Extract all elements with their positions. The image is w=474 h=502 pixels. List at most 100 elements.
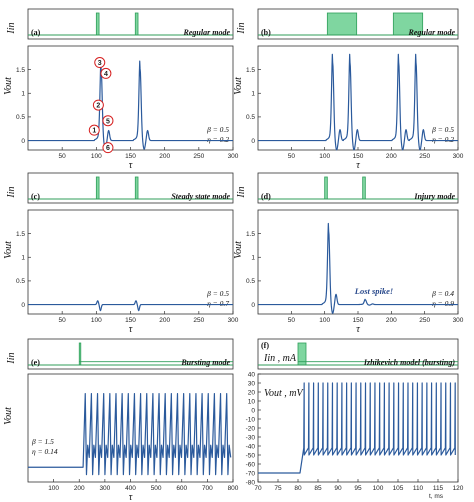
input-pulse: [95, 176, 100, 200]
x-tick-label: 100: [91, 153, 102, 160]
y-tick-label: 0.5: [16, 114, 25, 121]
param-text: η = 0.2: [207, 135, 229, 144]
panel-label: (d): [261, 192, 271, 201]
series-line-0: [27, 60, 234, 150]
panel-label: (e): [31, 358, 40, 367]
panel-label: (c): [31, 192, 40, 201]
y-tick-label: 10: [248, 398, 256, 405]
x-tick-label: 250: [193, 317, 204, 324]
y-tick-label: -80: [246, 479, 256, 486]
point-marker: [94, 57, 106, 69]
x-tick-label: 70: [254, 485, 262, 492]
y-tick-label: 0.5: [246, 114, 255, 121]
x-tick-label: 100: [319, 153, 330, 160]
y-tick-label: -40: [246, 443, 256, 450]
param-text: η = 0.14: [32, 447, 58, 456]
y-tick-label: 0: [21, 302, 25, 309]
panel-e: Iin (e) Bursting mode 100 200 300 400 500 600 700…: [3, 338, 239, 502]
param-text: η = 0.7: [207, 299, 229, 308]
x-axis-label: t, ms: [429, 493, 444, 500]
y-tick-label: 0.5: [16, 278, 25, 285]
input-pulse: [134, 176, 139, 200]
series-line-0: [28, 393, 232, 476]
x-tick-label: 200: [386, 317, 397, 324]
mode-title: Izhikevich model (bursting): [363, 358, 455, 367]
param-text: β = 0.5: [206, 289, 229, 298]
param-text: η = 0.9: [432, 299, 454, 308]
y-tick-label: -30: [246, 434, 256, 441]
x-tick-label: 300: [99, 485, 110, 492]
y-tick-label: 0: [251, 302, 255, 309]
y-axis-label: Vout , mV: [264, 388, 305, 399]
y-axis-label: Vout: [3, 241, 14, 259]
x-axis-label: τ: [356, 160, 360, 171]
x-axis-label: τ: [129, 492, 133, 502]
mode-title: Bursting mode: [180, 358, 230, 367]
x-tick-label: 115: [433, 485, 444, 492]
y-tick-label: 1: [251, 255, 255, 262]
x-tick-label: 200: [159, 317, 170, 324]
param-text: η = 0.2: [432, 135, 454, 144]
point-marker-label: 2: [96, 103, 100, 110]
point-marker: [88, 124, 100, 136]
y-tick-label: 0: [251, 407, 255, 414]
x-tick-label: 150: [125, 153, 136, 160]
y-tick-label: -10: [246, 416, 256, 423]
input-frame: [257, 172, 459, 204]
input-label: Iin: [6, 352, 17, 364]
y-axis-label: Vout: [3, 407, 14, 425]
x-tick-label: 85: [314, 485, 322, 492]
x-tick-label: 200: [74, 485, 85, 492]
x-tick-label: 300: [453, 317, 464, 324]
y-tick-label: 1: [21, 91, 25, 98]
y-axis-label: Vout: [233, 77, 244, 95]
x-axis-label: τ: [356, 324, 360, 335]
input-label: Iin: [236, 186, 247, 198]
point-marker-label: 3: [98, 60, 102, 67]
mode-title: Steady state mode: [171, 192, 230, 201]
input-label: Iin: [6, 22, 17, 34]
mode-title: Regular mode: [183, 28, 231, 37]
point-marker-label: 1: [92, 128, 96, 135]
panel-d: Iin (d) Injury mode 50 100 150 200 250 300 0 0.5 1 1…: [233, 172, 464, 335]
x-tick-label: 50: [59, 317, 67, 324]
mode-title: Regular mode: [408, 28, 456, 37]
y-tick-label: -50: [246, 452, 256, 459]
annotation-text: Lost spike!: [354, 286, 394, 296]
panel-label: (f): [261, 341, 269, 350]
input-frame: [27, 172, 234, 204]
x-tick-label: 50: [59, 153, 67, 160]
x-tick-label: 150: [353, 317, 364, 324]
x-tick-label: 100: [373, 485, 384, 492]
y-tick-label: 1.5: [246, 67, 255, 74]
y-tick-label: 0.5: [246, 278, 255, 285]
x-tick-label: 800: [228, 485, 239, 492]
x-tick-label: 100: [91, 317, 102, 324]
y-tick-label: 1: [251, 91, 255, 98]
series-line-0: [257, 222, 459, 314]
input-pulse: [326, 12, 358, 36]
panel-b: Iin (b) Regular mode 50 100 150 200 250 300 0 0.5 1…: [233, 8, 464, 171]
x-tick-label: 700: [202, 485, 213, 492]
x-tick-label: 100: [48, 485, 59, 492]
y-tick-label: -70: [246, 470, 256, 477]
y-tick-label: 40: [248, 371, 256, 378]
x-tick-label: 150: [353, 153, 364, 160]
series-line-0: [27, 300, 234, 312]
y-tick-label: -60: [246, 461, 256, 468]
point-marker: [92, 99, 104, 111]
x-tick-label: 105: [393, 485, 404, 492]
input-label: Iin: [236, 22, 247, 34]
x-tick-label: 50: [288, 153, 296, 160]
input-pulse: [362, 176, 366, 200]
output-frame: [27, 209, 234, 315]
point-marker: [100, 67, 112, 79]
input-label: Iin: [6, 186, 17, 198]
x-axis-label: τ: [129, 160, 133, 171]
x-tick-label: 150: [125, 317, 136, 324]
input-label: Iin , mA: [263, 353, 297, 364]
point-marker-label: 5: [106, 118, 110, 125]
panel-f: Iin , mA (f) Izhikevich model (bursting) 70…: [246, 338, 464, 500]
panel-label: (b): [261, 28, 271, 37]
